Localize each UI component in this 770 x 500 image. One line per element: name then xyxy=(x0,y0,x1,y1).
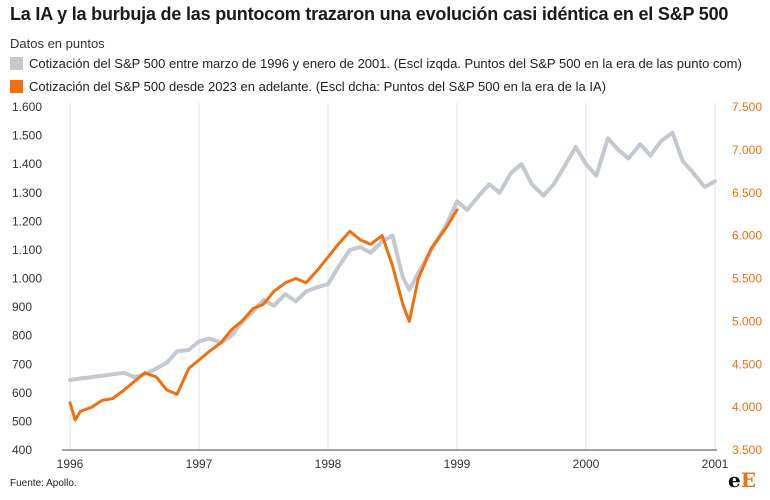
legend-label-dotcom: Cotización del S&P 500 entre marzo de 19… xyxy=(29,56,742,71)
left-tick-label: 1.200 xyxy=(12,214,42,228)
source-note: Fuente: Apollo. xyxy=(10,478,77,489)
left-tick-label: 600 xyxy=(12,386,32,400)
right-tick-label: 4.000 xyxy=(732,400,762,414)
left-tick-label: 1.400 xyxy=(12,157,42,171)
x-tick-label: 2000 xyxy=(573,457,600,471)
left-tick-label: 800 xyxy=(12,329,32,343)
x-tick-label: 1997 xyxy=(186,457,213,471)
x-tick-label: 1996 xyxy=(57,457,84,471)
left-tick-label: 400 xyxy=(12,443,32,457)
left-tick-label: 1.300 xyxy=(12,186,42,200)
left-tick-label: 700 xyxy=(12,357,32,371)
left-tick-label: 1.600 xyxy=(12,100,42,114)
x-tick-label: 2001 xyxy=(702,457,729,471)
right-tick-label: 7.000 xyxy=(732,143,762,157)
right-tick-label: 3.500 xyxy=(732,443,762,457)
chart-title: La IA y la burbuja de las puntocom traza… xyxy=(10,4,729,24)
left-tick-label: 1.000 xyxy=(12,272,42,286)
left-tick-label: 1.500 xyxy=(12,129,42,143)
left-tick-label: 1.100 xyxy=(12,243,42,257)
left-tick-label: 500 xyxy=(12,414,32,428)
right-tick-label: 5.000 xyxy=(732,314,762,328)
right-tick-label: 6.000 xyxy=(732,229,762,243)
right-tick-label: 5.500 xyxy=(732,272,762,286)
legend-item-dotcom: Cotización del S&P 500 entre marzo de 19… xyxy=(10,56,742,71)
legend-item-ai: Cotización del S&P 500 desde 2023 en ade… xyxy=(10,79,606,94)
right-tick-label: 6.500 xyxy=(732,186,762,200)
legend-swatch-orange xyxy=(10,80,23,93)
series-line-dotcom xyxy=(68,130,717,382)
right-tick-label: 4.500 xyxy=(732,357,762,371)
series-line-ai xyxy=(68,208,459,422)
legend-label-ai: Cotización del S&P 500 desde 2023 en ade… xyxy=(29,79,606,94)
right-tick-label: 7.500 xyxy=(732,100,762,114)
publisher-logo: eE xyxy=(728,468,756,492)
x-tick-label: 1998 xyxy=(315,457,342,471)
x-tick-label: 1999 xyxy=(444,457,471,471)
chart-subtitle: Datos en puntos xyxy=(10,36,105,51)
legend-swatch-gray xyxy=(10,57,23,70)
left-tick-label: 900 xyxy=(12,300,32,314)
